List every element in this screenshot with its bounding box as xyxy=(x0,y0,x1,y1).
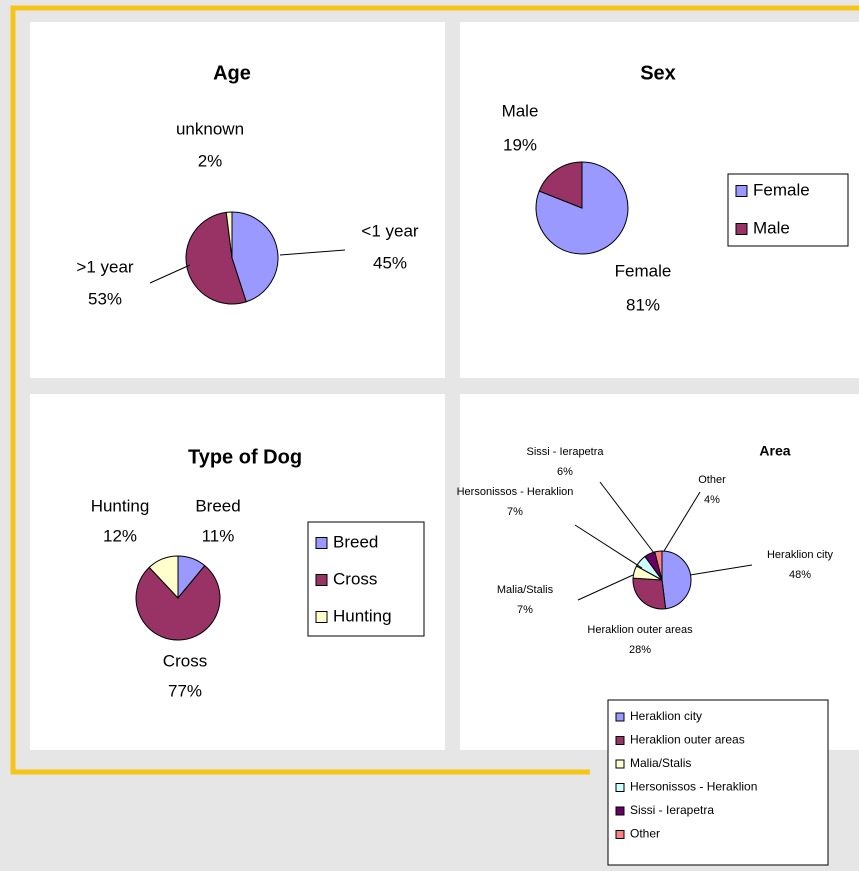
frame-border xyxy=(10,5,859,775)
pie-slice xyxy=(135,564,221,641)
slice-value-label: 28% xyxy=(629,644,651,656)
leader-line xyxy=(577,574,634,601)
slice-label: Sissi - Ierapetra xyxy=(526,446,604,458)
leader-line xyxy=(149,264,191,284)
slice-value-label: 7% xyxy=(517,604,533,616)
legend-swatch xyxy=(735,223,748,235)
legend-label: Malia/Stalis xyxy=(630,756,691,770)
pie-slice xyxy=(654,550,663,581)
legend-label: Male xyxy=(753,218,790,237)
slice-value-label: 77% xyxy=(168,681,202,700)
leader-line xyxy=(663,491,701,552)
slice-label: Heraklion outer areas xyxy=(587,624,693,636)
slice-label: Hersonissos - Heraklion xyxy=(457,486,574,498)
legend-label: Breed xyxy=(333,532,378,551)
legend-swatch xyxy=(615,783,625,792)
legend-label: Sissi - Ierapetra xyxy=(630,803,714,817)
chart-title: Age xyxy=(213,62,251,84)
legend-swatch xyxy=(615,736,625,745)
legend-swatch xyxy=(315,537,328,549)
legend-label: Heraklion city xyxy=(630,709,702,723)
slice-value-label: 4% xyxy=(704,494,720,506)
slice-value-label: 11% xyxy=(202,526,235,545)
panel xyxy=(30,22,445,378)
slice-label: Female xyxy=(615,261,672,280)
legend-swatch xyxy=(315,574,328,586)
pie-slice xyxy=(538,161,583,209)
chart-title: Type of Dog xyxy=(188,446,302,468)
pie-slice xyxy=(661,550,692,610)
legend-label: Cross xyxy=(333,569,377,588)
slice-value-label: 48% xyxy=(789,569,811,581)
slice-label: <1 year xyxy=(361,221,419,240)
leader-line xyxy=(574,524,643,569)
legend-swatch xyxy=(615,712,625,722)
legend-label: Heraklion outer areas xyxy=(630,733,745,747)
pie-slice xyxy=(231,211,279,303)
legend-label: Female xyxy=(753,180,810,199)
legend-swatch xyxy=(615,806,625,816)
legend-swatch xyxy=(615,830,625,839)
pie-slice xyxy=(185,211,247,305)
legend-swatch xyxy=(315,611,328,623)
pie-slice xyxy=(225,211,233,259)
slice-label: Hunting xyxy=(91,496,150,515)
legend-label: Hunting xyxy=(333,606,392,625)
slice-value-label: 19% xyxy=(503,135,537,154)
slice-label: Heraklion city xyxy=(767,549,834,561)
slice-label: >1 year xyxy=(76,257,134,276)
slice-label: unknown xyxy=(176,119,244,138)
slice-label: Cross xyxy=(163,651,207,670)
slice-value-label: 2% xyxy=(198,151,223,170)
leader-line xyxy=(599,481,655,554)
legend-swatch xyxy=(615,759,625,769)
leader-line xyxy=(689,564,753,576)
pie-slice xyxy=(148,555,179,600)
chart-title: Area xyxy=(759,443,790,459)
slice-label: Breed xyxy=(195,496,240,515)
leader-line xyxy=(279,249,346,256)
pie-slice xyxy=(632,577,667,610)
slice-value-label: 81% xyxy=(626,295,660,314)
slice-value-label: 12% xyxy=(103,526,137,545)
slice-label: Other xyxy=(698,474,726,486)
slice-value-label: 6% xyxy=(557,466,573,478)
slice-value-label: 7% xyxy=(507,506,523,518)
legend-box xyxy=(727,173,849,247)
legend-swatch xyxy=(735,185,748,197)
slice-value-label: 45% xyxy=(373,253,407,272)
legend-label: Other xyxy=(630,827,660,841)
slice-value-label: 53% xyxy=(88,289,122,308)
legend-label: Hersonissos - Heraklion xyxy=(630,780,757,794)
slice-label: Malia/Stalis xyxy=(497,584,554,596)
legend-box xyxy=(607,699,829,866)
chart-title: Sex xyxy=(640,62,676,84)
slice-label: Male xyxy=(502,101,539,120)
